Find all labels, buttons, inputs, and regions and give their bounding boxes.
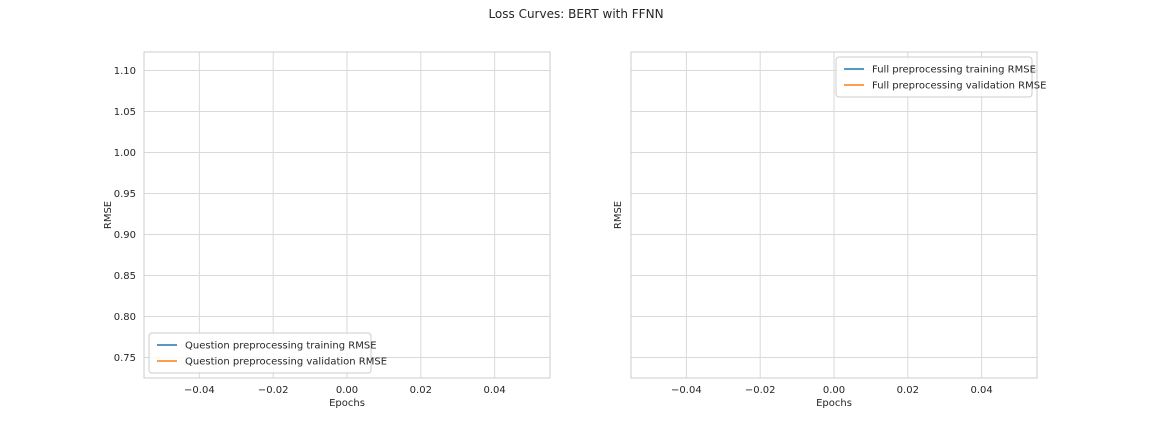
y-tick-label: 0.90: [114, 230, 136, 241]
grid-lines: [631, 52, 1037, 378]
legend-entry: Full preprocessing training RMSE: [872, 65, 1036, 76]
x-axis-label: Epochs: [329, 398, 365, 409]
y-tick-label: 0.85: [114, 271, 136, 282]
x-tick-label: −0.04: [184, 385, 215, 396]
y-tick-label: 0.80: [114, 312, 136, 323]
x-tick-label: −0.02: [258, 385, 289, 396]
x-tick-label: 0.04: [484, 385, 506, 396]
plot-frame: [143, 51, 551, 379]
y-tick-label: 1.00: [114, 148, 136, 159]
grid-lines: [144, 52, 550, 378]
x-tick-label: 0.00: [823, 385, 845, 396]
subplot-1: −0.04 −0.02 0.00 0.02 0.04 0.75 0.80 0.85 0.90 0.…: [103, 51, 551, 409]
legend-entry: Full preprocessing validation RMSE: [872, 81, 1046, 92]
subplot-2: −0.04 −0.02 0.00 0.02 0.04 Epochs RMSE Full pre…: [613, 51, 1046, 409]
legend-frame: [835, 56, 1033, 98]
x-tick-label: 0.02: [897, 385, 919, 396]
legend-entry: Question preprocessing training RMSE: [185, 341, 377, 352]
legend: Question preprocessing training RMSE Ques…: [148, 332, 387, 374]
plots-container: −0.04 −0.02 0.00 0.02 0.04 0.75 0.80 0.85 0.90 0.…: [103, 51, 1046, 409]
x-tick-label: −0.02: [745, 385, 776, 396]
y-tick-label: 1.05: [114, 107, 136, 118]
x-tick-label: 0.02: [410, 385, 432, 396]
x-tick-label: −0.04: [671, 385, 702, 396]
plot-frame: [630, 51, 1038, 379]
y-tick-label: 0.75: [114, 353, 136, 364]
x-tick-label: 0.04: [971, 385, 993, 396]
y-tick-label: 1.10: [114, 66, 136, 77]
y-axis-label: RMSE: [613, 201, 624, 229]
y-tick-label: 0.95: [114, 189, 136, 200]
x-axis-label: Epochs: [816, 398, 852, 409]
legend-frame: [148, 332, 372, 374]
figure-title: Loss Curves: BERT with FFNN: [488, 7, 663, 21]
legend-entry: Question preprocessing validation RMSE: [185, 357, 387, 368]
y-axis-label: RMSE: [103, 201, 114, 229]
x-tick-label: 0.00: [336, 385, 358, 396]
legend: Full preprocessing training RMSE Full pre…: [835, 56, 1046, 98]
